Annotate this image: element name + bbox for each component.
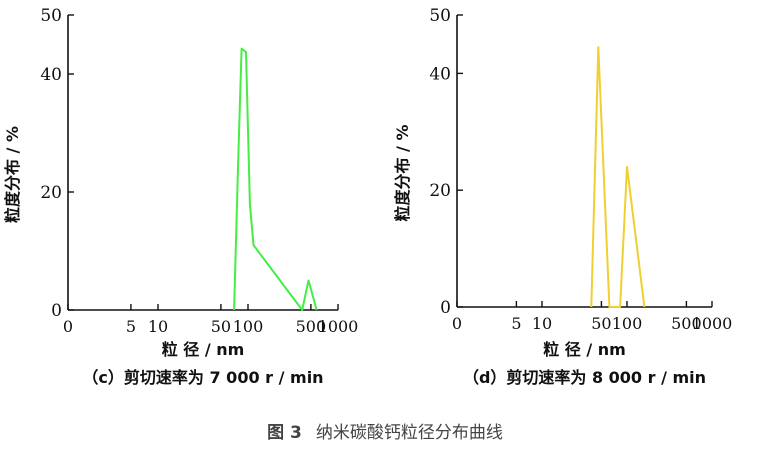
x-tick-label-c: 500: [296, 317, 327, 336]
figure-title: 纳米碳酸钙粒径分布曲线: [315, 423, 503, 443]
x-axis-label-d: 粒 径 / nm: [543, 340, 626, 359]
y-tick-label-c: 0: [51, 301, 62, 321]
x-tick-label-d: 50: [591, 314, 611, 333]
series-line-c: [233, 47, 318, 311]
x-tick-label-d: 0: [452, 314, 462, 333]
series-line-d: [590, 46, 646, 308]
panel-label-c: （c）剪切速率为 7 000 r / min: [82, 368, 323, 387]
panel-label-d: （d）剪切速率为 8 000 r / min: [463, 368, 706, 387]
y-tick-label-d: 20: [429, 181, 451, 201]
x-tick-label-d: 5: [511, 314, 521, 333]
y-tick-label-c: 40: [40, 65, 62, 85]
y-tick-label-d: 40: [429, 64, 451, 84]
y-tick-label-d: 50: [429, 6, 451, 26]
x-tick-label-c: 100: [233, 317, 264, 336]
x-tick-label-c: 50: [211, 317, 231, 336]
figure-number: 图 3: [267, 423, 302, 443]
x-tick-label-c: 5: [126, 317, 136, 336]
x-tick-label-d: 1000: [692, 314, 733, 333]
y-tick-label-d: 0: [440, 298, 451, 318]
x-tick-label-d: 10: [532, 314, 552, 333]
x-tick-label-d: 500: [671, 314, 702, 333]
x-tick-label-c: 1000: [318, 317, 359, 336]
x-axis-label-c: 粒 径 / nm: [162, 340, 245, 359]
y-tick-label-c: 20: [40, 183, 62, 203]
y-axis-label-d: 粒度分布 / %: [393, 124, 412, 221]
y-axis-label-c: 粒度分布 / %: [3, 126, 22, 223]
y-tick-label-c: 50: [40, 6, 62, 26]
x-tick-label-c: 0: [63, 317, 73, 336]
x-tick-label-d: 100: [612, 314, 643, 333]
x-tick-label-c: 10: [148, 317, 168, 336]
figure-caption: 图 3 纳米碳酸钙粒径分布曲线: [0, 418, 770, 443]
